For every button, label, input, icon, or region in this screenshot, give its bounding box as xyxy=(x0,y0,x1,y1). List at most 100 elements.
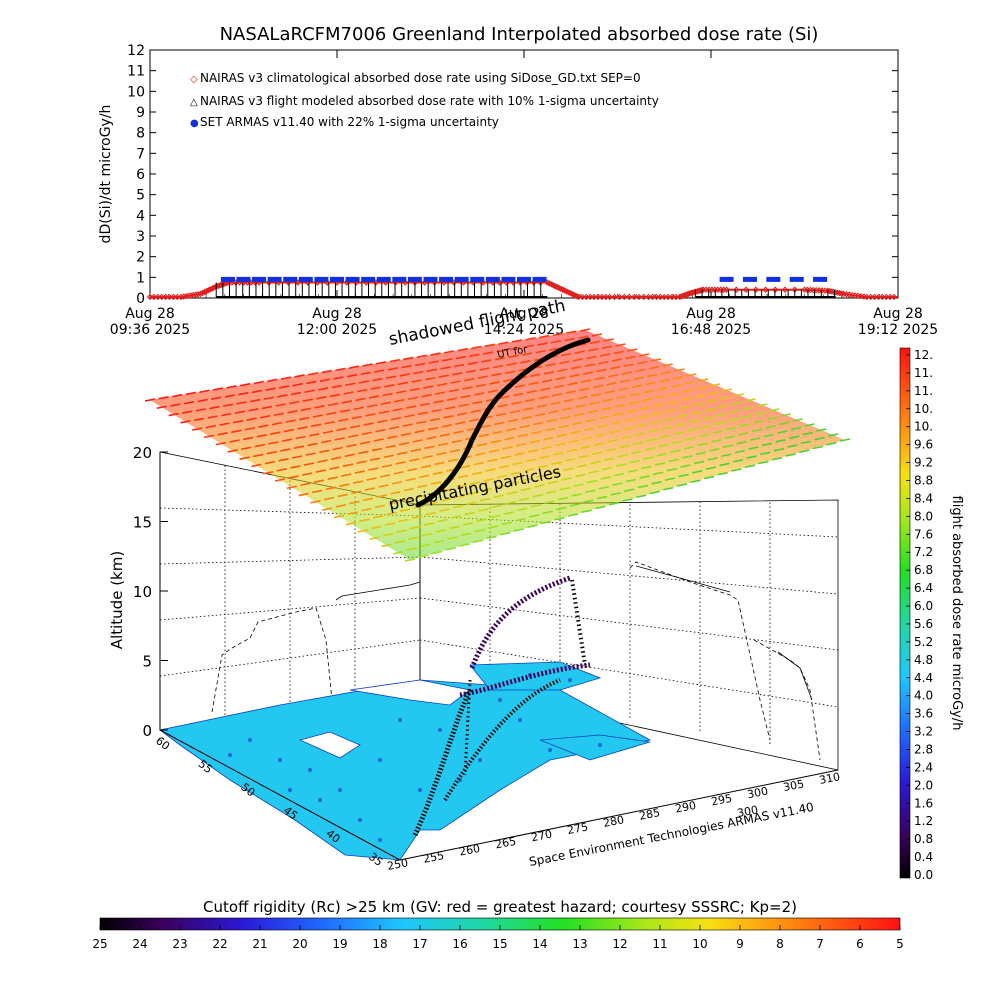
dose-sheet-dash xyxy=(597,424,608,428)
dose-sheet-dash xyxy=(577,395,588,400)
dose-sheet-dash xyxy=(646,438,657,442)
dose-sheet-dash xyxy=(565,458,576,462)
dose-sheet-dash xyxy=(491,372,502,377)
dose-sheet-dash xyxy=(729,409,741,414)
dose-sheet-dash xyxy=(453,430,464,434)
dose-sheet-dash xyxy=(466,501,477,505)
dose-sheet-dash xyxy=(253,380,264,385)
dose-sheet-dash xyxy=(601,406,612,411)
dose-sheet-dash xyxy=(393,550,404,555)
dose-sheet-dash xyxy=(393,470,404,475)
dose-sheet-dash xyxy=(462,386,473,390)
point-nairas-climatological xyxy=(838,290,845,297)
dose-sheet-dash xyxy=(182,410,193,415)
point-nairas-climatological xyxy=(180,293,187,300)
rigidity-colorbar-tick-label: 10 xyxy=(692,937,707,951)
dose-sheet-dash xyxy=(274,478,286,482)
dose-sheet-dash xyxy=(748,446,759,450)
dose-sheet-dash xyxy=(261,405,273,410)
dose-sheet-dash xyxy=(528,381,539,386)
dose-sheet-dash xyxy=(773,447,784,452)
flight-path-ground-2 xyxy=(443,678,561,802)
dose-sheet-dash xyxy=(666,467,677,472)
dose-sheet-dash xyxy=(473,461,484,466)
dose-sheet-dash xyxy=(575,404,586,408)
rigidity-colorbar-tick-label: 20 xyxy=(292,937,307,951)
dose-sheet-dash xyxy=(637,484,649,489)
point-nairas-climatological xyxy=(781,286,789,293)
dose-sheet-dash xyxy=(438,374,449,378)
dose-sheet-dash xyxy=(341,473,352,477)
dose-sheet-dash xyxy=(578,454,589,459)
dose-sheet-dash xyxy=(559,360,570,365)
point-nairas-climatological xyxy=(828,288,835,295)
dose-sheet-dash xyxy=(564,337,575,342)
dose-sheet-dash xyxy=(755,411,766,416)
dose-sheet-dash xyxy=(706,399,717,404)
dose-sheet-dash xyxy=(778,421,790,426)
dose-sheet-dash xyxy=(501,521,513,526)
dose-sheet-dash xyxy=(663,417,675,421)
dose-colorbar-tick-label: 5.2 xyxy=(914,635,933,649)
dose-sheet-dash xyxy=(613,350,624,355)
dose-sheet-dash xyxy=(700,424,712,429)
dose-sheet-dash xyxy=(387,367,399,371)
dose-sheet-dash xyxy=(586,355,597,360)
dose-sheet-dash xyxy=(557,368,568,373)
dose-sheet-dash xyxy=(513,528,524,532)
dose-sheet-dash xyxy=(592,384,604,389)
dose-sheet-dash xyxy=(411,515,423,519)
dose-sheet-dash xyxy=(744,464,756,469)
dose-sheet-dash xyxy=(425,511,436,516)
dose-sheet-dash xyxy=(495,484,506,489)
map-speckle xyxy=(228,673,602,842)
dose-sheet-dash xyxy=(614,472,625,477)
dose-sheet-dash xyxy=(540,387,551,391)
dose-sheet-dash xyxy=(437,518,448,523)
dose-sheet-dash xyxy=(250,398,261,403)
dose-sheet-dash xyxy=(520,360,531,364)
dose-sheet-dash xyxy=(405,477,416,482)
dose-sheet-dash xyxy=(371,447,383,452)
dose-sheet-dash xyxy=(581,379,592,383)
dose-sheet-dash xyxy=(480,424,491,429)
dose-sheet-dash xyxy=(527,449,539,453)
dose-sheet-dash xyxy=(401,364,412,369)
dose-sheet-dash xyxy=(534,484,545,488)
dose-sheet-dash xyxy=(329,393,341,398)
dose-sheet-dash xyxy=(591,393,602,397)
dose-sheet-dash xyxy=(494,421,505,426)
dose-sheet-dash xyxy=(415,494,426,499)
dose-sheet-dash xyxy=(403,356,414,361)
dose-sheet-dash xyxy=(343,391,354,395)
dose-sheet-dash xyxy=(598,360,609,365)
dose-sheet-dash xyxy=(792,418,803,422)
dose-sheet-dash xyxy=(319,449,330,454)
dose-sheet-dash xyxy=(483,478,494,482)
dose-sheet-dash xyxy=(357,388,368,393)
dose-sheet-dash xyxy=(287,410,298,414)
dose-sheet-dash xyxy=(239,382,251,387)
dose-sheet-dash xyxy=(450,515,462,519)
longitude-tick-label: 280 xyxy=(602,813,625,830)
dose-sheet-dash xyxy=(753,420,764,424)
dose-sheet-dash xyxy=(489,514,501,519)
dose-sheet-dash xyxy=(569,373,580,378)
dose-sheet-dash xyxy=(651,411,663,416)
dose-sheet-dash xyxy=(683,445,695,450)
dose-sheet-dash xyxy=(298,492,309,497)
dose-sheet-dash xyxy=(543,436,554,441)
dose-sheet-dash xyxy=(394,398,405,403)
dose-sheet-dash xyxy=(812,445,823,450)
dose-sheet-dash xyxy=(504,436,515,441)
longitude-tick-label: 255 xyxy=(422,849,445,866)
dose-sheet-dash xyxy=(481,359,492,363)
dose-sheet-dash xyxy=(550,401,561,406)
rigidity-colorbar-tick-label: 7 xyxy=(816,937,824,951)
dose-sheet-dash xyxy=(315,469,326,473)
dose-sheet-dash xyxy=(426,368,438,373)
dose-sheet-dash xyxy=(682,389,693,393)
dose-sheet-dash xyxy=(570,365,582,370)
legend-label-armas: SET ARMAS v11.40 with 22% 1-sigma uncert… xyxy=(200,115,499,129)
dose-sheet-dash xyxy=(417,411,429,416)
